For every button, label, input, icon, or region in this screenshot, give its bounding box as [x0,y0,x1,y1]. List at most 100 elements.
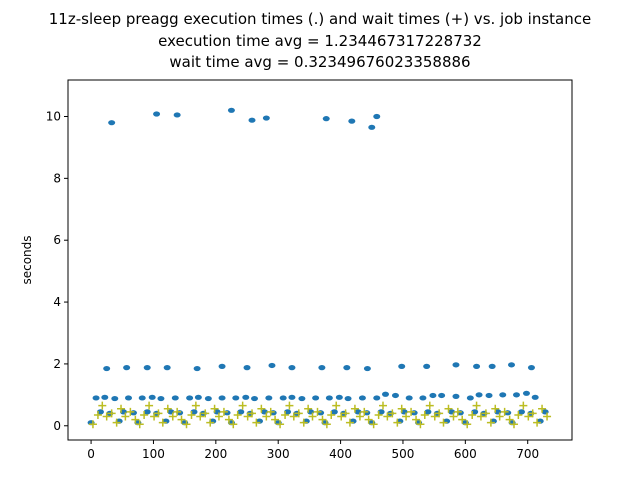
execution-point [398,363,406,369]
wait-point [107,409,116,418]
x-tick-label: 300 [267,447,290,461]
execution-point [111,395,119,402]
execution-point [143,409,151,415]
execution-point [405,395,413,401]
wait-point [486,418,495,427]
wait-point [248,409,257,418]
execution-point [232,395,240,401]
wait-point [233,410,242,419]
y-tick-label: 10 [46,109,61,123]
execution-point [171,395,179,401]
wait-point [126,407,135,416]
wait-point [229,420,238,429]
execution-point [318,365,326,371]
wait-point [243,412,252,421]
wait-point [196,412,205,421]
execution-point [419,395,427,401]
execution-point [173,112,181,118]
execution-point [344,395,352,402]
y-tick-label: 6 [53,233,61,247]
y-tick-label: 2 [53,357,61,371]
execution-point [466,395,474,401]
execution-point [335,394,343,400]
wait-point [341,409,350,418]
wait-point [407,407,416,416]
wait-point [495,412,504,421]
execution-point [108,120,116,126]
wait-point [327,410,336,419]
execution-point [373,395,381,401]
wait-point [271,415,280,424]
execution-point [288,365,296,371]
wait-point [345,418,354,427]
execution-point [92,395,100,401]
wait-point [158,418,167,427]
execution-point [123,365,131,371]
wait-point [117,404,126,413]
y-tick-label: 0 [53,419,61,433]
y-tick-label: 8 [53,171,61,185]
wait-point [430,412,439,421]
x-tick-label: 400 [329,447,352,461]
wait-point [528,409,537,418]
wait-point [435,409,444,418]
wait-point [402,412,411,421]
execution-point [473,363,481,369]
execution-point [204,395,212,402]
wait-point [476,412,485,421]
wait-point [173,407,182,416]
execution-point [148,394,156,400]
wait-point [416,420,425,429]
execution-point [381,391,389,397]
wait-point [206,418,215,427]
execution-point [368,124,376,130]
wait-point [299,418,308,427]
wait-point [238,401,247,410]
wait-point [509,420,518,429]
wait-point [383,412,392,421]
execution-point [262,115,270,121]
execution-point [512,392,520,398]
execution-point [103,365,111,372]
wait-point [257,404,266,413]
execution-point [251,395,259,402]
execution-point [279,395,287,401]
execution-point [429,392,437,399]
wait-point [168,412,177,421]
wait-point [98,401,107,410]
wait-point [425,401,434,410]
wait-point [252,418,261,427]
wait-point [219,407,228,416]
wait-point [276,420,285,429]
execution-point [218,363,226,369]
wait-point [397,404,406,413]
wait-point [322,420,331,429]
execution-point [499,392,507,398]
execution-point [475,392,483,398]
execution-point [424,409,432,415]
execution-point [237,409,245,415]
wait-point [289,412,298,421]
wait-point [360,407,369,416]
wait-point [313,407,322,416]
wait-point [182,420,191,429]
execution-point [522,390,530,396]
wait-point [224,415,233,424]
wait-point [491,404,500,413]
wait-point [140,410,149,419]
execution-point [527,365,535,371]
wait-point [350,404,359,413]
wait-point [500,407,509,416]
wait-point [364,415,373,424]
wait-point [412,415,421,424]
wait-point [177,415,186,424]
execution-point [227,107,235,113]
execution-point [125,395,133,401]
wait-point [135,420,144,429]
wait-point [201,409,210,418]
wait-point [458,415,467,424]
wait-point [453,407,462,416]
wait-point [308,412,317,421]
execution-point [153,111,161,117]
wait-point [102,412,111,421]
